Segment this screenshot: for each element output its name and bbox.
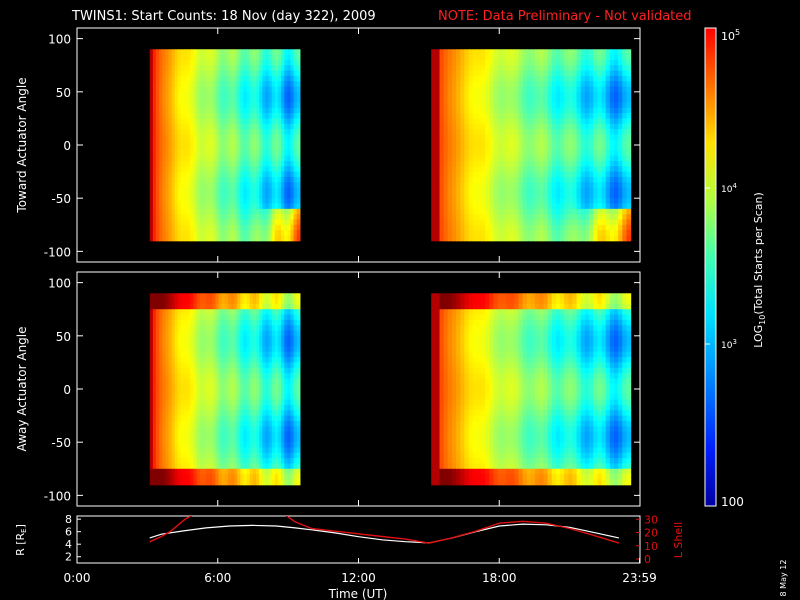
toward-scan-2 xyxy=(431,49,632,242)
lshell-line xyxy=(149,516,620,544)
toward-ytick-label-0: 100 xyxy=(48,33,71,47)
colorbar-max-label: 105 xyxy=(721,28,740,43)
lshell-tick-label-2: 10 xyxy=(644,540,658,553)
preliminary-note: NOTE: Data Preliminary - Not validated xyxy=(438,9,692,24)
x-tick-label-0: 0:00 xyxy=(64,571,91,585)
figure-title: TWINS1: Start Counts: 18 Nov (day 322), … xyxy=(71,9,376,24)
colorbar-1e4-label: 104 xyxy=(721,182,737,195)
lshell-tick-label-1: 20 xyxy=(644,527,658,540)
away-scan-1 xyxy=(149,293,301,486)
colorbar-1e3-label: 103 xyxy=(721,338,737,351)
away-y-label: Away Actuator Angle xyxy=(15,326,29,451)
colorbar-gradient xyxy=(704,27,717,507)
toward-scans xyxy=(149,49,632,242)
away-ytick-label-3: -50 xyxy=(51,436,71,450)
lshell-tick-label-0: 30 xyxy=(644,513,658,526)
x-tick-label-1: 6:00 xyxy=(204,571,231,585)
date-stamp: 8 May 12 xyxy=(779,560,788,597)
toward-ytick-label-4: -100 xyxy=(44,245,71,259)
away-angle-panel: 100 50 0 -50 -100 Away Actuator Angle xyxy=(15,271,641,507)
x-axis-label: Time (UT) xyxy=(328,587,388,600)
toward-ytick-label-1: 50 xyxy=(56,86,71,100)
x-tick-label-4: 23:59 xyxy=(622,571,657,585)
r-tick-label-0: 8 xyxy=(65,513,72,526)
orbit-panel-frame xyxy=(76,515,641,564)
x-tick-label-3: 18:00 xyxy=(482,571,517,585)
away-scan-2 xyxy=(431,293,632,486)
away-ytick-label-1: 50 xyxy=(56,330,71,344)
toward-y-ticks: 100 50 0 -50 -100 xyxy=(44,28,641,262)
r-axis-label: R [RE] xyxy=(14,524,28,556)
r-tick-label-3: 2 xyxy=(65,551,72,564)
away-ytick-label-2: 0 xyxy=(63,383,71,397)
away-scans xyxy=(149,293,632,486)
lshell-axis-label: L Shell xyxy=(672,522,685,558)
toward-angle-panel: 100 50 0 -50 -100 Toward Actuator Angle xyxy=(15,27,641,263)
colorbar-title: LOG10(Total Starts per Scan) xyxy=(752,192,767,348)
r-tick-label-2: 4 xyxy=(65,538,72,551)
away-ytick-label-0: 100 xyxy=(48,277,71,291)
x-tick-label-2: 12:00 xyxy=(341,571,376,585)
toward-ytick-label-3: -50 xyxy=(51,192,71,206)
away-ytick-label-4: -100 xyxy=(44,489,71,503)
r-line xyxy=(149,523,620,544)
away-y-ticks: 100 50 0 -50 -100 xyxy=(44,272,641,506)
colorbar-min-label: 100 xyxy=(721,495,744,509)
toward-scan-1 xyxy=(149,49,301,242)
toward-ytick-label-2: 0 xyxy=(63,139,71,153)
r-tick-label-1: 6 xyxy=(65,526,72,539)
toward-y-label: Toward Actuator Angle xyxy=(15,77,29,213)
colorbar: 105 104 103 100 LOG10(Total Starts per S… xyxy=(704,27,767,509)
lshell-tick-label-3: 0 xyxy=(644,553,651,566)
